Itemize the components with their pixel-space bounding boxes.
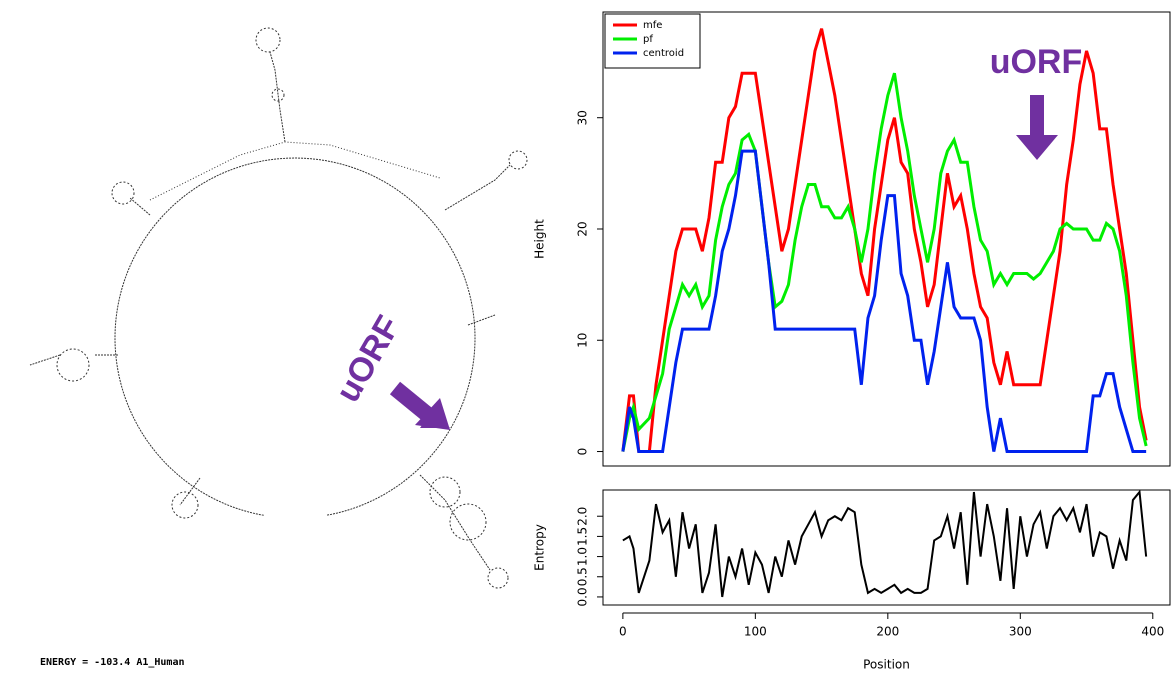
plot-frame [602,11,1171,467]
x-axis-label: Position [863,658,910,672]
structure-label: ENERGY = -103.4 A1_Human [40,657,185,668]
y-axis-label: Entropy [533,524,547,571]
loop [449,503,487,541]
legend-label: mfe [643,20,662,31]
legend-box [604,13,701,69]
rna-structure [29,27,528,589]
loop [271,88,285,102]
stem [29,354,61,366]
y-tick-label: 2.0 [576,507,590,526]
stem [419,474,491,571]
y-tick-label: 1.5 [576,527,590,546]
x-tick-label: 300 [1009,625,1032,639]
stem [444,164,511,211]
series-line [622,489,1148,598]
loop [255,27,281,53]
plot-frame [602,489,1171,606]
loop [508,150,528,170]
loop [171,491,199,519]
y-tick-label: 1.0 [576,547,590,566]
loop [111,181,135,205]
stem [179,477,201,506]
loop [429,476,461,508]
y-tick-label: 30 [576,110,590,125]
x-tick-label: 400 [1141,625,1164,639]
stem [467,314,496,326]
series-line [621,28,1148,454]
backbone [114,157,476,516]
x-tick-label: 200 [876,625,899,639]
stem [269,51,286,143]
loop [487,567,509,589]
y-tick-label: 0.5 [576,567,590,586]
y-tick-label: 10 [576,333,590,348]
loop [56,348,90,382]
x-tick-label: 100 [744,625,767,639]
legend-label: centroid [643,48,684,59]
arrow-head [415,398,450,430]
arrow [1016,95,1058,160]
arrow-shaft [389,381,434,422]
y-tick-label: 20 [576,221,590,236]
y-axis-label: Height [533,219,547,259]
series-line [621,149,1147,454]
backbone [149,141,441,201]
y-tick-label: 0 [576,448,590,456]
annotation: uORF [990,43,1083,81]
stem [129,197,151,216]
series-line [621,72,1148,452]
legend-label: pf [643,34,653,45]
x-tick-label: 0 [619,625,627,639]
y-tick-label: 0.0 [576,587,590,606]
